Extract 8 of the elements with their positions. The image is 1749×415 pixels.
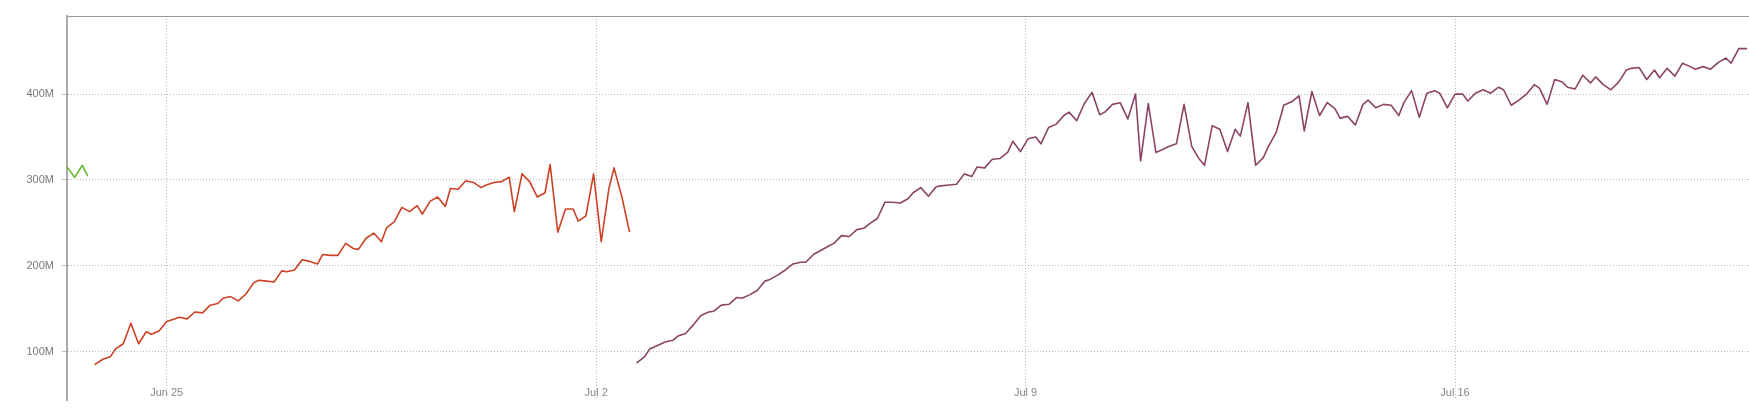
x-tick-label: Jun 25 (150, 386, 184, 399)
x-tick-label: Jul 9 (1013, 386, 1038, 399)
x-tick-label: Jul 2 (584, 386, 608, 399)
y-tick-label: 200M (26, 258, 54, 271)
x-tick-label: Jul 16 (1440, 386, 1470, 399)
y-tick-label: 400M (26, 87, 54, 100)
y-tick-label: 100M (26, 344, 54, 357)
y-tick-label: 300M (26, 172, 54, 185)
